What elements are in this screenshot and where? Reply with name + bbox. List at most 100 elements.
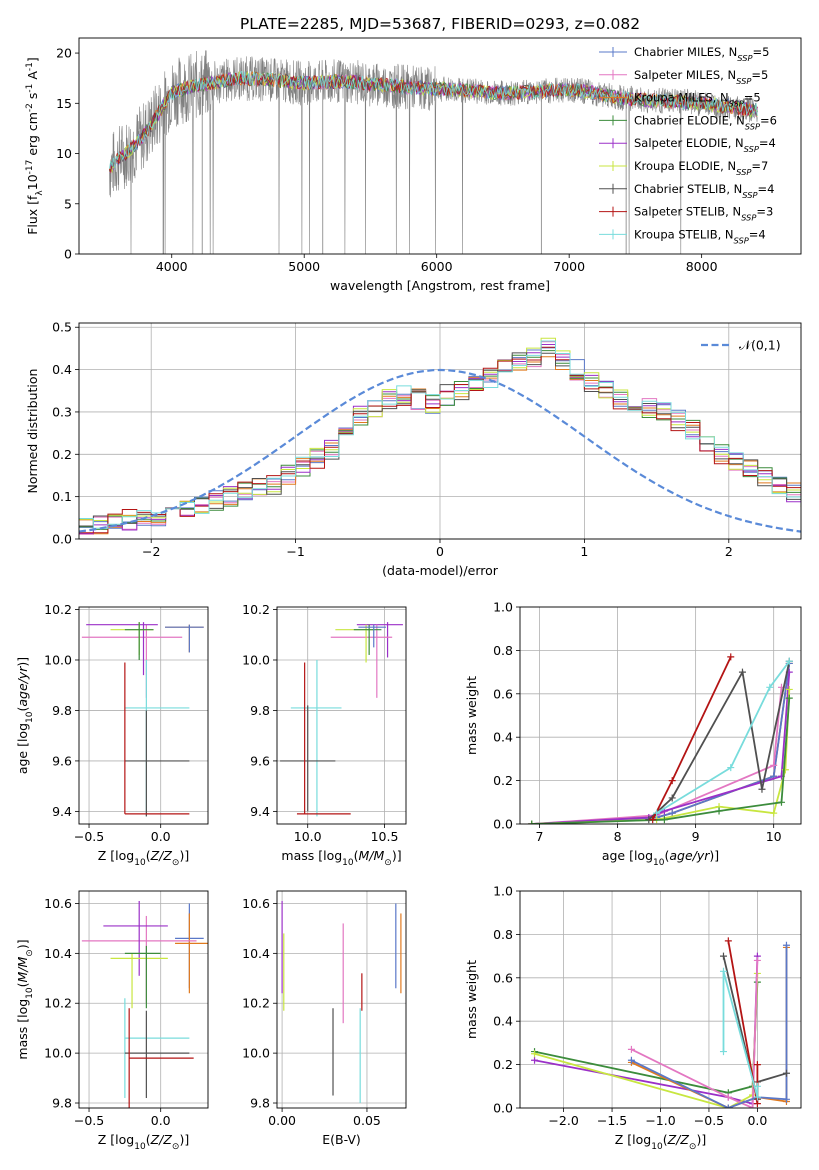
- x-tick-label: 10.0: [294, 829, 322, 844]
- legend-entry: Kroupa ELODIE, NSSP=7: [634, 159, 768, 177]
- gaussian-curve: [79, 368, 801, 533]
- weight-marker: [785, 694, 793, 702]
- y-axis-label: mass weight: [464, 960, 479, 1039]
- weight-marker: [668, 794, 676, 802]
- weight-marker: [766, 683, 774, 691]
- weight-series-line: [656, 660, 791, 814]
- y-tick-label: 9.4: [250, 804, 270, 819]
- figure-title: PLATE=2285, MJD=53687, FIBERID=0293, z=0…: [240, 15, 640, 33]
- x-tick-label: 4000: [156, 259, 188, 274]
- legend-entry: Chabrier MILES, NSSP=5: [634, 45, 769, 63]
- weight-marker: [749, 1104, 757, 1108]
- y-axis-label: Flux [fλ10-17 erg cm-2 s-1 A-1]: [25, 57, 45, 235]
- legend-entry: Chabrier STELIB, NSSP=4: [634, 182, 774, 200]
- histogram-series: [79, 344, 801, 534]
- y-tick-label: 0.4: [52, 362, 72, 377]
- x-tick-label: 2: [725, 544, 733, 559]
- weight-marker: [724, 937, 732, 945]
- y-tick-label: 10.0: [44, 652, 72, 667]
- weight-marker: [531, 1050, 539, 1058]
- weight-marker: [715, 807, 723, 815]
- weight-series-line: [531, 672, 791, 824]
- y-tick-label: 9.8: [250, 1096, 270, 1111]
- y-tick-label: 0.8: [493, 927, 513, 942]
- weight-marker: [627, 1056, 635, 1064]
- plot-area: [79, 337, 801, 535]
- weight-marker: [738, 668, 746, 676]
- plot-area: [280, 622, 403, 817]
- axes-frame: [78, 890, 209, 1109]
- x-axis-label: mass [log10(M/M⊙)]: [281, 848, 401, 868]
- grid-lines: [520, 606, 801, 825]
- plot-area: [531, 937, 790, 1108]
- histogram-series: [79, 352, 801, 527]
- x-tick-label: 10: [766, 829, 782, 844]
- weight-marker: [649, 816, 657, 824]
- weight-marker: [777, 798, 785, 806]
- chart-weight-vs-age: 7 8 9 10 0.0 0.2 0.4 0.6 0.8 1.0 age [log10(age/yr…: [464, 600, 802, 868]
- x-tick-label: 10.5: [371, 829, 399, 844]
- grid-lines: [79, 891, 208, 1108]
- weight-marker: [528, 820, 536, 824]
- x-tick-label: 8: [614, 829, 622, 844]
- weight-marker: [753, 956, 761, 964]
- plot-area: [109, 50, 758, 254]
- weight-series-line: [531, 687, 783, 824]
- grid-lines: [277, 607, 406, 824]
- x-tick-label: 0: [436, 544, 444, 559]
- legend-entry: Kroupa MILES, NSSP=5: [634, 91, 761, 109]
- y-tick-label: 10.4: [242, 946, 270, 961]
- histogram-series: [79, 346, 801, 534]
- plot-area: [81, 622, 204, 817]
- weight-marker: [719, 952, 727, 960]
- y-tick-label: 0.6: [493, 686, 513, 701]
- legend-entry: Salpeter ELODIE, NSSP=4: [634, 136, 776, 154]
- y-tick-label: 10.6: [44, 896, 72, 911]
- x-axis-label: Z [log10(Z/Z⊙)]: [98, 848, 189, 868]
- weight-marker: [719, 967, 727, 975]
- weight-marker: [727, 653, 735, 661]
- y-tick-label: 0.0: [493, 1101, 513, 1116]
- x-tick-label: 0.0: [151, 1113, 171, 1128]
- weight-marker: [660, 816, 668, 824]
- y-tick-label: 9.4: [52, 804, 72, 819]
- y-axis-label: mass [log10(M/M⊙)]: [15, 939, 35, 1059]
- plot-area: [81, 900, 208, 1108]
- y-tick-label: 0.0: [493, 817, 513, 832]
- weight-marker: [782, 1069, 790, 1077]
- weight-series-line: [531, 663, 791, 824]
- x-tick-label: −0.5: [74, 829, 104, 844]
- weight-marker: [785, 657, 793, 665]
- x-axis-label: Z [log10(Z/Z⊙)]: [98, 1132, 189, 1152]
- x-tick-label: −2.0: [548, 1113, 578, 1128]
- y-tick-label: 15: [56, 96, 72, 111]
- weight-marker: [727, 764, 735, 772]
- x-tick-label: 5000: [288, 259, 320, 274]
- x-tick-label: −1.0: [645, 1113, 675, 1128]
- y-tick-label: 5: [64, 196, 72, 211]
- y-tick-label: 0.6: [493, 970, 513, 985]
- weight-marker: [770, 761, 778, 769]
- axes-frame: [276, 606, 407, 825]
- weight-marker: [753, 1061, 761, 1069]
- x-tick-label: −2: [142, 544, 160, 559]
- x-axis-label: wavelength [Angstrom, rest frame]: [330, 278, 550, 293]
- y-tick-label: 0.4: [493, 1014, 513, 1029]
- weight-marker: [724, 1104, 732, 1108]
- y-tick-label: 10.2: [44, 602, 72, 617]
- chart-spectrum: 4000 5000 6000 7000 8000 0 5 10 15 20 wavelength […: [25, 37, 802, 293]
- x-tick-label: −0.5: [74, 1113, 104, 1128]
- legend-entry: Salpeter STELIB, NSSP=3: [634, 205, 773, 223]
- weight-marker: [785, 685, 793, 693]
- axes-frame: [78, 606, 209, 825]
- axes-frame: [519, 890, 802, 1109]
- chart-age-vs-mass: 10.0 10.5 9.4 9.6 9.8 10.0 10.2 mass [log10(M/M…: [242, 602, 407, 868]
- legend-entry: Chabrier ELODIE, NSSP=6: [634, 113, 777, 131]
- x-tick-label: −1.5: [597, 1113, 627, 1128]
- x-tick-label: 0.05: [353, 1113, 381, 1128]
- grid-lines: [277, 891, 406, 1108]
- axes-frame: [78, 322, 802, 540]
- histogram-series: [79, 350, 801, 530]
- histogram-series: [79, 340, 801, 529]
